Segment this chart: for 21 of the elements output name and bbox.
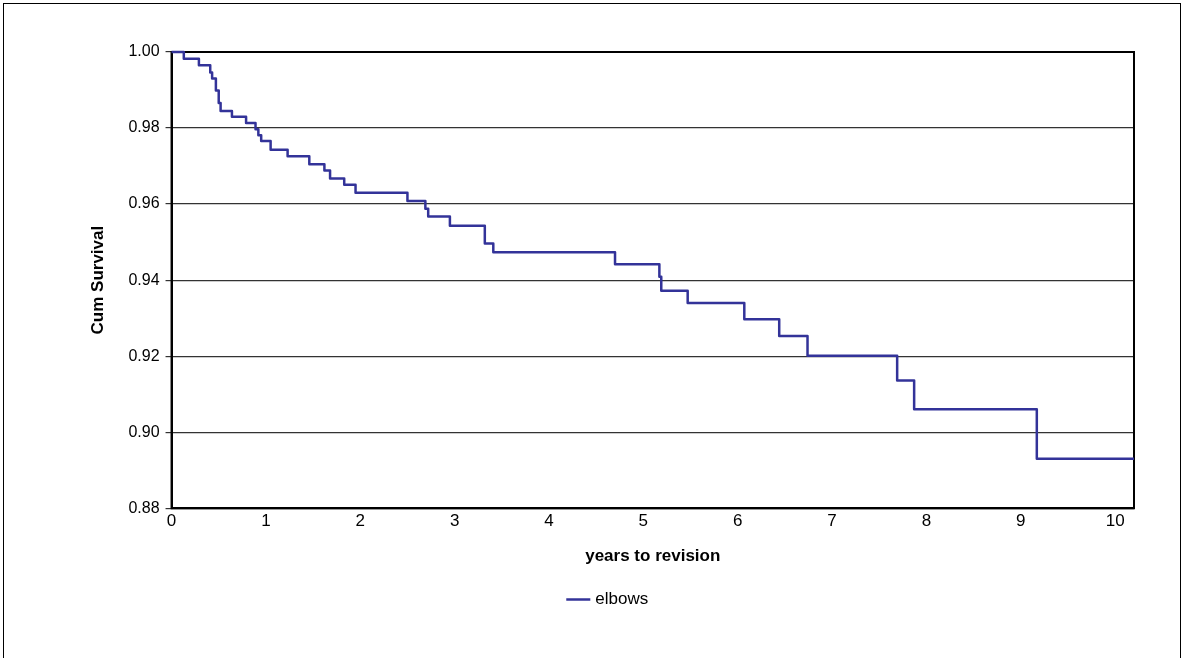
y-tick-label: 0.92 [128, 346, 160, 364]
x-tick-label: 4 [544, 511, 554, 531]
y-tick-label: 1.00 [128, 42, 160, 60]
x-tick-label: 7 [827, 511, 837, 531]
legend-label: elbows [595, 589, 649, 609]
x-tick-label: 6 [732, 511, 743, 531]
x-tick-label: 8 [921, 511, 932, 531]
x-tick-label: 0 [166, 511, 177, 531]
y-tick-label: 0.98 [128, 118, 160, 136]
y-tick-label: 0.90 [128, 422, 160, 440]
y-axis-title: Cum Survival [87, 225, 107, 335]
x-tick-label: 5 [638, 511, 649, 531]
x-tick-label: 3 [449, 511, 460, 531]
x-axis-title: years to revision [585, 546, 721, 566]
x-tick-label: 1 [261, 511, 271, 531]
x-tick-label: 2 [355, 511, 365, 531]
y-tick-label: 0.96 [128, 194, 160, 212]
y-tick-label: 0.94 [128, 270, 160, 288]
x-tick-label: 10 [1105, 511, 1125, 531]
y-tick-label: 0.88 [128, 498, 160, 516]
x-tick-label: 9 [1016, 511, 1026, 531]
